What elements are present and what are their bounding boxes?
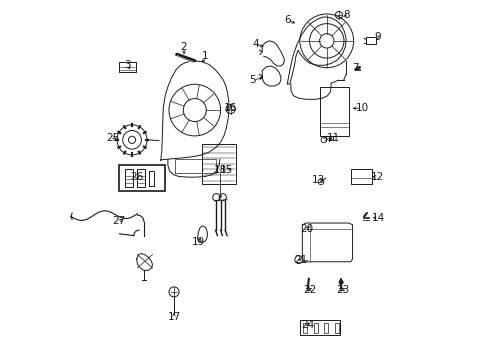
Text: 2: 2 [181,42,187,52]
Text: 22: 22 [303,285,316,296]
Text: 6: 6 [284,15,291,26]
Text: 8: 8 [343,10,349,20]
Text: 23: 23 [336,285,349,296]
Text: 11: 11 [327,133,341,143]
Text: 10: 10 [356,103,369,113]
Text: 9: 9 [374,32,381,42]
Text: 13: 13 [312,175,325,185]
Text: 18: 18 [214,165,227,175]
Bar [303,323,307,333]
Circle shape [339,280,343,284]
Text: 1: 1 [201,51,208,61]
Bar [366,37,376,44]
Text: 24: 24 [301,320,315,330]
Text: 3: 3 [124,60,131,70]
Text: 27: 27 [112,216,125,226]
Text: 7: 7 [352,63,359,73]
Bar [202,144,236,184]
Bar [149,171,154,186]
Text: 4: 4 [252,40,259,49]
Text: 21: 21 [294,255,307,265]
Bar [324,323,328,333]
Text: 17: 17 [168,312,181,322]
Text: 15: 15 [220,165,233,175]
Text: 5: 5 [249,75,256,85]
Bar [335,323,339,333]
Bar [125,169,133,187]
Bar [299,320,340,335]
Text: 25: 25 [106,133,120,143]
Text: 20: 20 [300,225,313,234]
Bar [119,62,136,72]
Text: 16: 16 [224,103,237,113]
Bar [137,169,145,187]
Bar [314,323,318,333]
Text: 12: 12 [371,172,384,182]
Text: 14: 14 [372,213,385,222]
Bar [351,169,371,184]
Text: 26: 26 [130,172,143,182]
Bar [319,87,349,136]
Text: 19: 19 [192,237,205,247]
Bar [119,165,165,192]
